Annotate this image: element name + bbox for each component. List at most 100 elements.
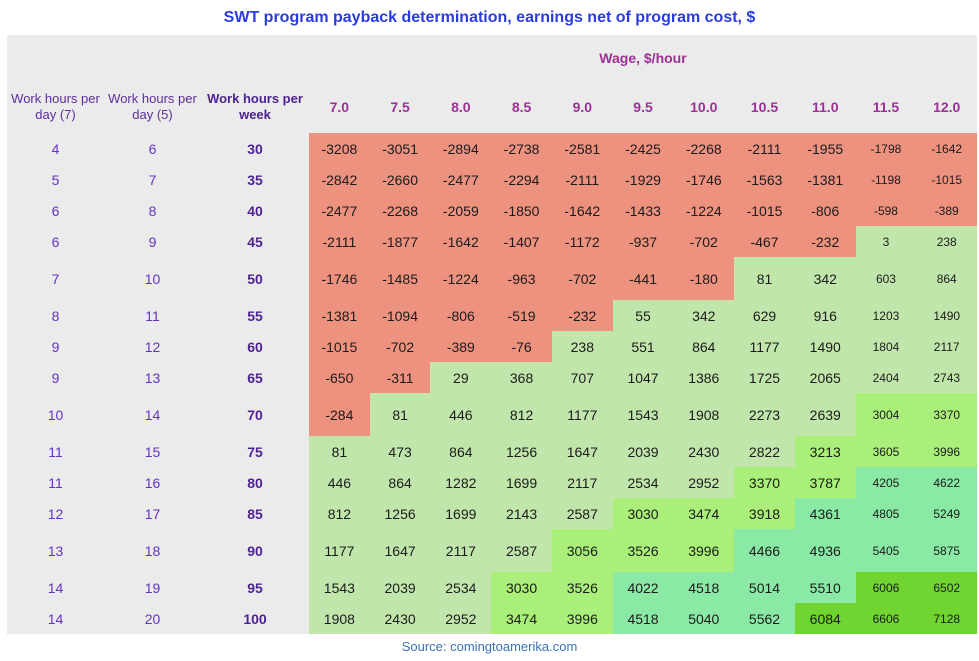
value-cell: -2059: [430, 195, 492, 226]
wage-group-row: Wage, $/hour: [7, 35, 977, 81]
wage-header: 12.0: [933, 99, 961, 115]
hours-per-day7-cell: 6: [51, 233, 60, 250]
value-cell: 864: [430, 436, 492, 467]
value-cell: 2430: [369, 603, 431, 634]
value-cell: 2404: [855, 362, 917, 393]
value-cell: 3213: [794, 436, 856, 467]
value-cell: 3605: [855, 436, 917, 467]
value-cell: 55: [612, 300, 674, 331]
value-cell: -1642: [551, 195, 613, 226]
table-row: 14 19 95 1543 2039 2534 3030 3526 4022 4518 5014 55…: [7, 572, 978, 603]
value-cell: -2425: [612, 133, 674, 164]
value-cell: -1746: [309, 257, 370, 300]
value-cell: 6502: [916, 572, 978, 603]
hours-per-day7-cell: 12: [47, 505, 64, 522]
value-cell: 603: [855, 257, 917, 300]
col-header-hours-per-day-5: Work hours per day (5): [108, 90, 197, 122]
hours-per-day7-cell: 9: [51, 338, 60, 355]
value-cell: -2477: [430, 164, 492, 195]
value-cell: -232: [794, 226, 856, 257]
hours-per-week-cell: 30: [247, 140, 263, 157]
value-cell: -2660: [369, 164, 431, 195]
value-cell: 1804: [855, 331, 917, 362]
value-cell: -389: [916, 195, 978, 226]
col-header-hours-per-week: Work hours per week: [207, 90, 303, 122]
value-cell: 1386: [673, 362, 735, 393]
col-header-hours-per-day-7: Work hours per day (7): [11, 90, 100, 122]
table-row: 12 17 85 812 1256 1699 2143 2587 3030 3474 3918 436…: [7, 498, 978, 529]
value-cell: -963: [491, 257, 552, 300]
hours-per-day5-cell: 18: [144, 542, 161, 559]
value-cell: 4466: [734, 529, 795, 572]
wage-header: 11.5: [872, 99, 900, 115]
value-cell: -441: [612, 257, 674, 300]
value-cell: 2952: [673, 467, 735, 498]
table-row: 6 9 45 -2111 -1877 -1642 -1407 -1172 -937 -702 -46…: [7, 226, 978, 257]
value-cell: 81: [734, 257, 795, 300]
value-cell: 2822: [734, 436, 795, 467]
hours-per-week-cell: 80: [247, 474, 263, 491]
value-cell: 2143: [491, 498, 552, 529]
value-cell: -1015: [916, 164, 978, 195]
value-cell: 1543: [612, 393, 674, 436]
hours-per-day5-cell: 6: [148, 140, 157, 157]
value-cell: 864: [916, 257, 978, 300]
hours-per-day7-cell: 14: [47, 579, 64, 596]
value-cell: -702: [673, 226, 735, 257]
value-cell: -1433: [612, 195, 674, 226]
value-cell: -2294: [491, 164, 552, 195]
table-body: 4 6 30 -3208 -3051 -2894 -2738 -2581 -2425 -2268-…: [7, 133, 978, 634]
value-cell: -467: [734, 226, 795, 257]
hours-per-day7-cell: 11: [48, 474, 63, 491]
hours-per-week-cell: 45: [247, 233, 263, 250]
wage-header: 11.0: [812, 99, 839, 115]
value-cell: -180: [673, 257, 735, 300]
hours-per-day7-cell: 5: [51, 171, 60, 188]
hours-per-day5-cell: 15: [144, 443, 161, 460]
value-cell: 4205: [855, 467, 917, 498]
hours-per-week-cell: 95: [247, 579, 263, 596]
value-cell: 2117: [551, 467, 613, 498]
value-cell: 446: [430, 393, 492, 436]
value-cell: -1407: [491, 226, 552, 257]
value-cell: 5014: [734, 572, 795, 603]
hours-per-day5-cell: 9: [148, 233, 157, 250]
hours-per-day7-cell: 13: [47, 542, 64, 559]
value-cell: -2842: [309, 164, 370, 195]
value-cell: -1850: [491, 195, 552, 226]
value-cell: 1908: [673, 393, 735, 436]
value-cell: 2065: [794, 362, 856, 393]
value-cell: -650: [309, 362, 370, 393]
hours-per-week-cell: 70: [247, 406, 263, 423]
value-cell: 2534: [612, 467, 674, 498]
table-row: 9 12 60 -1015 -702 -389 -76 238 551 864 1177 1490 18…: [7, 331, 978, 362]
value-cell: 864: [369, 467, 431, 498]
hours-per-week-cell: 90: [247, 542, 263, 559]
value-cell: -598: [855, 195, 917, 226]
table-row: 7 10 50 -1746 -1485 -1224 -963 -702 -441 -180 81 34…: [7, 257, 978, 300]
value-cell: -1381: [309, 300, 370, 331]
value-cell: -2894: [430, 133, 492, 164]
value-cell: -1642: [916, 133, 978, 164]
value-cell: 1647: [551, 436, 613, 467]
value-cell: -76: [491, 331, 552, 362]
value-cell: 2273: [734, 393, 795, 436]
value-cell: 1177: [309, 529, 370, 572]
value-cell: 4805: [855, 498, 917, 529]
value-cell: -1015: [734, 195, 795, 226]
value-cell: 1256: [491, 436, 552, 467]
value-cell: -1172: [551, 226, 613, 257]
value-cell: -284: [309, 393, 370, 436]
hours-per-week-cell: 100: [243, 610, 267, 627]
table-row: 6 8 40 -2477 -2268 -2059 -1850 -1642 -1433 -1224-…: [7, 195, 978, 226]
value-cell: 1543: [309, 572, 370, 603]
value-cell: 629: [734, 300, 795, 331]
value-cell: -806: [430, 300, 492, 331]
value-cell: -2111: [734, 133, 795, 164]
value-cell: 2039: [369, 572, 431, 603]
value-cell: 2587: [491, 529, 552, 572]
table-row: 5 7 35 -2842 -2660 -2477 -2294 -2111 -1929 -1746-…: [7, 164, 978, 195]
hours-per-week-cell: 65: [247, 369, 263, 386]
value-cell: -1746: [673, 164, 735, 195]
value-cell: 7128: [916, 603, 978, 634]
